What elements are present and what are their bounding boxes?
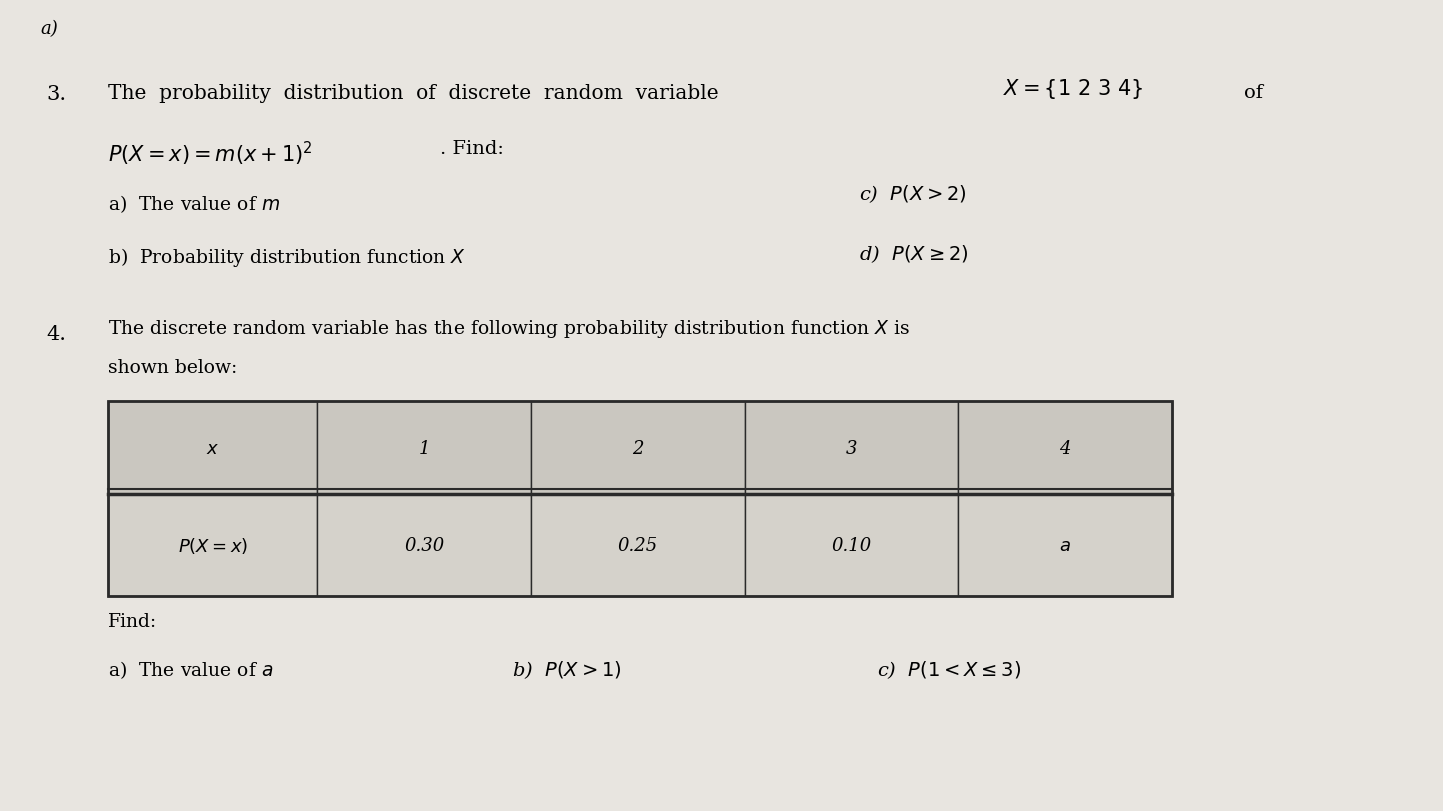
Bar: [317, 495, 531, 596]
Text: 1: 1: [418, 439, 430, 457]
Text: $X = \{1\ 2\ 3\ 4\}$: $X = \{1\ 2\ 3\ 4\}$: [1003, 77, 1143, 101]
Text: Find:: Find:: [108, 612, 157, 630]
Bar: [958, 495, 1172, 596]
Bar: [108, 495, 317, 596]
Text: c)  $P(1 < X \leq 3)$: c) $P(1 < X \leq 3)$: [877, 659, 1022, 680]
Text: a)  The value of $m$: a) The value of $m$: [108, 193, 280, 215]
Text: 0.30: 0.30: [404, 536, 444, 555]
Text: 4.: 4.: [46, 324, 66, 343]
Text: d)  $P(X \geq 2)$: d) $P(X \geq 2)$: [859, 243, 968, 265]
Text: $x$: $x$: [206, 439, 219, 457]
Text: 4: 4: [1059, 439, 1071, 457]
Bar: [317, 401, 531, 495]
Text: c)  $P(X > 2)$: c) $P(X > 2)$: [859, 182, 967, 204]
Text: b)  Probability distribution function $X$: b) Probability distribution function $X$: [108, 246, 466, 268]
Bar: [108, 401, 317, 495]
Text: 2: 2: [632, 439, 644, 457]
Text: 3: 3: [846, 439, 857, 457]
Bar: [745, 401, 958, 495]
Text: of: of: [1244, 84, 1263, 101]
Text: The  probability  distribution  of  discrete  random  variable: The probability distribution of discrete…: [108, 84, 719, 102]
Text: a)  The value of $a$: a) The value of $a$: [108, 659, 274, 680]
Bar: [531, 401, 745, 495]
Bar: [108, 401, 1172, 596]
Text: 0.25: 0.25: [618, 536, 658, 555]
Text: $a$: $a$: [1059, 536, 1071, 555]
Text: $P(X = x) = m(x+1)^2$: $P(X = x) = m(x+1)^2$: [108, 139, 313, 168]
Text: . Find:: . Find:: [440, 139, 504, 157]
Text: The discrete random variable has the following probability distribution function: The discrete random variable has the fol…: [108, 318, 911, 340]
Text: 0.10: 0.10: [831, 536, 872, 555]
Text: b)  $P(X > 1)$: b) $P(X > 1)$: [512, 659, 622, 680]
Text: shown below:: shown below:: [108, 358, 238, 376]
Text: $P(X = x)$: $P(X = x)$: [177, 535, 248, 556]
Bar: [745, 495, 958, 596]
Bar: [531, 495, 745, 596]
Bar: [958, 401, 1172, 495]
Text: a): a): [40, 20, 58, 38]
Text: 3.: 3.: [46, 85, 66, 104]
